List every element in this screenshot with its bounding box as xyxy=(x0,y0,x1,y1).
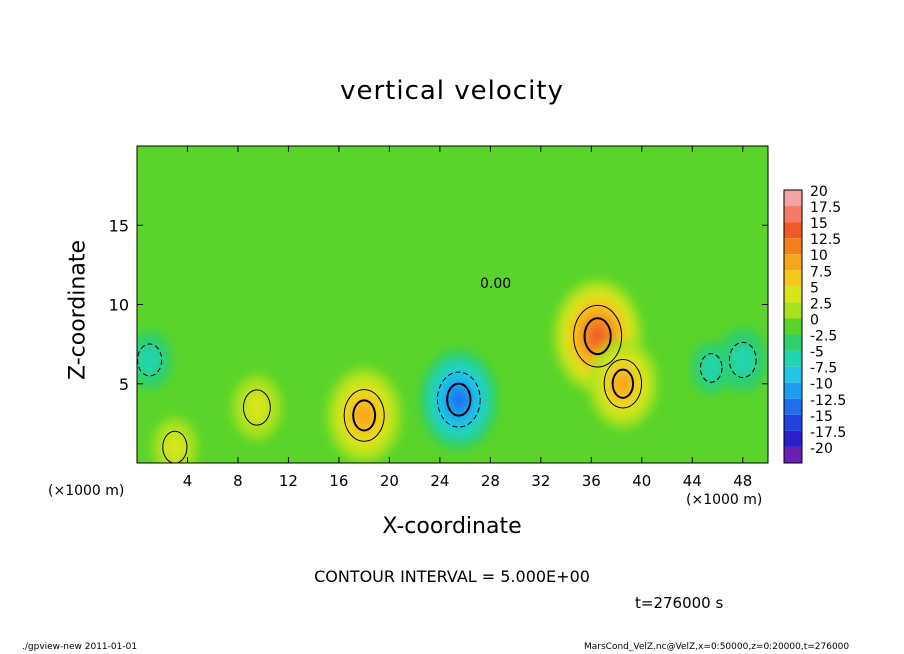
colorbar-swatch xyxy=(784,334,802,351)
field-blob xyxy=(355,403,374,428)
field-blob xyxy=(614,372,632,395)
colorbar-label: -2.5 xyxy=(810,329,837,345)
footer-left: ./gpview-new 2011-01-01 xyxy=(22,642,138,652)
colorbar-label: 7.5 xyxy=(810,264,832,280)
contour-line xyxy=(611,368,635,399)
colorbar-swatch xyxy=(784,398,802,415)
colorbar-swatch xyxy=(784,446,802,463)
colorbar-label: -7.5 xyxy=(810,361,837,377)
contour-line xyxy=(603,359,643,409)
colorbar-swatch xyxy=(784,366,802,383)
colorbar-label: -15 xyxy=(810,409,833,425)
field-blob xyxy=(701,354,722,381)
field-blob xyxy=(451,389,467,410)
field-blob xyxy=(138,345,161,375)
x-axis-label: X-coordinate xyxy=(382,514,522,539)
y-tick-label: 10 xyxy=(109,296,129,315)
contour-line xyxy=(573,304,623,368)
contour-line xyxy=(162,430,188,463)
colorbar-swatch xyxy=(784,414,802,431)
colorbar-swatch xyxy=(784,238,802,255)
x-tick-label: 4 xyxy=(183,472,193,490)
y-axis-label: Z-coordinate xyxy=(65,240,91,380)
colorbar-label: -12.5 xyxy=(810,393,846,409)
colorbar-label: -20 xyxy=(810,441,833,457)
contour-line xyxy=(242,389,271,426)
contour-line xyxy=(728,341,757,379)
x-tick-label: 48 xyxy=(733,472,752,490)
y-tick-label: 5 xyxy=(119,375,129,394)
x-tick-label: 40 xyxy=(632,472,651,490)
colorbar-label: -17.5 xyxy=(810,425,846,441)
colorbar-swatch xyxy=(784,222,802,239)
field-blob xyxy=(244,391,270,424)
colorbar-label: 5 xyxy=(810,280,819,296)
field-blob xyxy=(730,343,755,376)
contour-line xyxy=(137,343,163,377)
x-tick-label: 16 xyxy=(329,472,348,490)
contour-line xyxy=(583,317,612,356)
contour-line xyxy=(436,371,481,428)
colorbar-swatch xyxy=(784,382,802,399)
time-label: t=276000 s xyxy=(635,594,724,612)
field-blob xyxy=(163,432,186,462)
colorbar-label: 10 xyxy=(810,248,828,264)
x-tick-label: 12 xyxy=(279,472,298,490)
contour-interval: CONTOUR INTERVAL = 5.000E+00 xyxy=(314,567,590,586)
x-tick-label: 32 xyxy=(531,472,550,490)
colorbar-label: 2.5 xyxy=(810,296,832,312)
x-tick-label: 28 xyxy=(481,472,500,490)
colorbar-swatch xyxy=(784,254,802,271)
colorbar-swatch xyxy=(784,270,802,287)
colorbar-swatch xyxy=(784,430,802,447)
colorbar-swatch xyxy=(784,318,802,335)
colorbar-swatch xyxy=(784,206,802,223)
contour-line xyxy=(446,382,472,417)
contour-interval-row: CONTOUR INTERVAL = 5.000E+00 xyxy=(0,567,904,586)
x-tick-label: 44 xyxy=(683,472,702,490)
colorbar-label: 12.5 xyxy=(810,232,841,248)
contour-label: 0.00 xyxy=(480,276,511,292)
colorbar-swatch xyxy=(784,286,802,303)
contour-line xyxy=(352,399,377,432)
colorbar-swatch xyxy=(784,302,802,319)
x-tick-label: 8 xyxy=(233,472,243,490)
velocity-field xyxy=(137,146,768,463)
colorbar-label: 17.5 xyxy=(810,200,841,216)
y-tick-label: 15 xyxy=(109,216,129,235)
colorbar-label: 0 xyxy=(810,312,819,328)
colorbar-label: -5 xyxy=(810,345,824,361)
chart-title: vertical velocity xyxy=(340,76,564,106)
x-tick-label: 36 xyxy=(582,472,601,490)
x-tick-label: 20 xyxy=(380,472,399,490)
contour-line xyxy=(699,353,723,383)
x-unit-left: (×1000 m) xyxy=(48,483,125,499)
colorbar-swatch xyxy=(784,190,802,207)
x-tick-label: 24 xyxy=(430,472,449,490)
colorbar-swatch xyxy=(784,350,802,367)
colorbar-label: -10 xyxy=(810,377,833,393)
field-blob xyxy=(590,326,605,346)
contour-line xyxy=(343,389,385,442)
colorbar-frame xyxy=(783,189,803,464)
footer-right: MarsCond_VelZ.nc@VelZ,x=0:50000,z=0:2000… xyxy=(584,642,850,652)
colorbar-label: 20 xyxy=(810,184,828,200)
x-unit-right: (×1000 m) xyxy=(686,492,763,508)
colorbar-label: 15 xyxy=(810,216,828,232)
